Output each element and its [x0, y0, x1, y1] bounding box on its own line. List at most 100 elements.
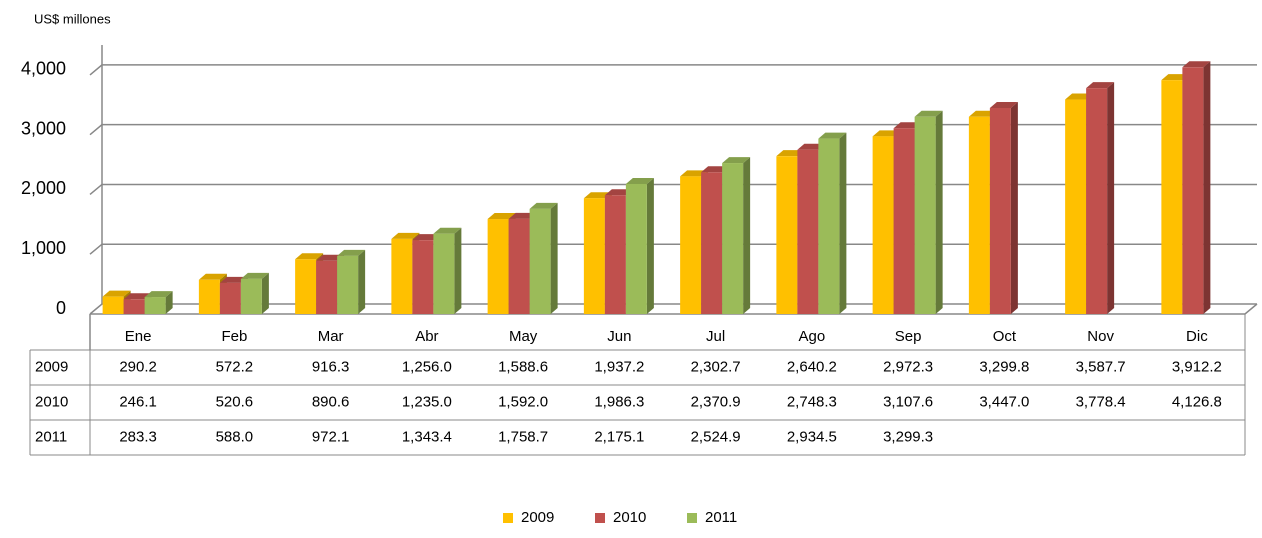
table-value: 890.6 — [312, 393, 350, 410]
bar-top — [722, 157, 751, 164]
bar-front — [433, 233, 455, 314]
bar-front — [625, 183, 647, 314]
bar-top — [529, 202, 558, 209]
bar-top — [1086, 82, 1115, 89]
table-value: 3,299.8 — [979, 358, 1029, 375]
table-value: 916.3 — [312, 358, 350, 375]
bar — [433, 227, 462, 314]
table-value: 1,588.6 — [498, 358, 548, 375]
grid-line-segment — [89, 243, 1257, 255]
bar — [529, 202, 558, 314]
bar-front — [722, 163, 744, 314]
x-tick-label: May — [509, 328, 538, 345]
table-value: 2,640.2 — [787, 358, 837, 375]
table-value: 572.2 — [216, 358, 254, 375]
table-value: 972.1 — [312, 428, 350, 445]
bar-side — [165, 291, 173, 314]
bar-front — [818, 138, 840, 314]
table-value: 283.3 — [119, 428, 157, 445]
bar-front — [1086, 88, 1108, 314]
bar — [625, 177, 654, 314]
table-value: 3,447.0 — [979, 393, 1029, 410]
table-row-label: 2010 — [35, 393, 68, 410]
table-value: 2,524.9 — [691, 428, 741, 445]
bar-top — [337, 249, 366, 256]
x-tick-label: Ene — [125, 328, 152, 345]
table-value: 2,370.9 — [691, 393, 741, 410]
bar-side — [550, 202, 558, 314]
bar-side — [1010, 101, 1018, 314]
bar-front — [219, 282, 241, 314]
bar — [722, 157, 751, 314]
legend-label: 2009 — [521, 509, 554, 526]
bar-side — [261, 272, 269, 314]
grid-line — [89, 123, 1257, 136]
bar-top — [102, 290, 131, 297]
grid-line — [89, 183, 1257, 196]
grid-line-segment — [89, 64, 1257, 76]
table-value: 2,972.3 — [883, 358, 933, 375]
y-axis-label: US$ millones — [34, 11, 111, 26]
bar-front — [508, 218, 530, 314]
bar-front — [776, 156, 798, 314]
legend-swatch — [595, 513, 605, 523]
bar-front — [680, 176, 702, 314]
bar-front — [604, 195, 626, 314]
bar-top — [433, 227, 462, 234]
bar-front — [295, 259, 317, 314]
bar — [1182, 61, 1211, 314]
bar-top — [914, 110, 943, 117]
x-tick-label: Ago — [799, 328, 826, 345]
bar — [144, 291, 173, 314]
table-value: 3,778.4 — [1076, 393, 1126, 410]
table-value: 2,302.7 — [691, 358, 741, 375]
table-value: 1,758.7 — [498, 428, 548, 445]
bar-top — [989, 101, 1018, 108]
table-value: 2,175.1 — [594, 428, 644, 445]
table-value: 520.6 — [216, 393, 254, 410]
x-tick-label: Jun — [607, 328, 631, 345]
bar-front — [316, 260, 338, 314]
bar-front — [391, 238, 413, 314]
bar-front — [968, 116, 990, 314]
bar-front — [123, 299, 145, 314]
bar-front — [989, 107, 1011, 314]
bar-side — [454, 227, 462, 314]
table-value: 2,934.5 — [787, 428, 837, 445]
legend-label: 2011 — [705, 509, 737, 526]
bar-front — [102, 296, 124, 314]
grid-line-segment — [89, 183, 1257, 196]
bar-top — [198, 273, 227, 280]
x-tick-label: Feb — [221, 328, 247, 345]
bar — [1086, 82, 1115, 314]
bar-front — [893, 128, 915, 314]
table-value: 1,235.0 — [402, 393, 452, 410]
bar-top — [295, 253, 324, 260]
table-value: 3,912.2 — [1172, 358, 1222, 375]
bar-top — [625, 177, 654, 184]
bar — [240, 272, 269, 314]
y-tick-label: 1,000 — [21, 238, 66, 258]
table-value: 290.2 — [119, 358, 157, 375]
x-tick-label: Dic — [1186, 328, 1208, 345]
bar-side — [743, 157, 751, 314]
bar-side — [935, 110, 943, 314]
grid-line-segment — [89, 123, 1257, 136]
bar-side — [646, 177, 654, 314]
bar-top — [240, 272, 269, 279]
bar-front — [583, 198, 605, 314]
bar-front — [529, 208, 551, 314]
bar-top — [391, 232, 420, 239]
x-tick-label: Mar — [318, 328, 344, 345]
table-value: 1,592.0 — [498, 393, 548, 410]
table-value: 3,299.3 — [883, 428, 933, 445]
bar — [818, 132, 847, 314]
legend-swatch — [687, 513, 697, 523]
x-tick-label: Abr — [415, 328, 438, 345]
grid-line-segment — [89, 303, 1257, 315]
bar-top — [818, 132, 847, 139]
table-row-label: 2009 — [35, 358, 68, 375]
x-tick-label: Sep — [895, 328, 922, 345]
bar-side — [839, 132, 847, 314]
